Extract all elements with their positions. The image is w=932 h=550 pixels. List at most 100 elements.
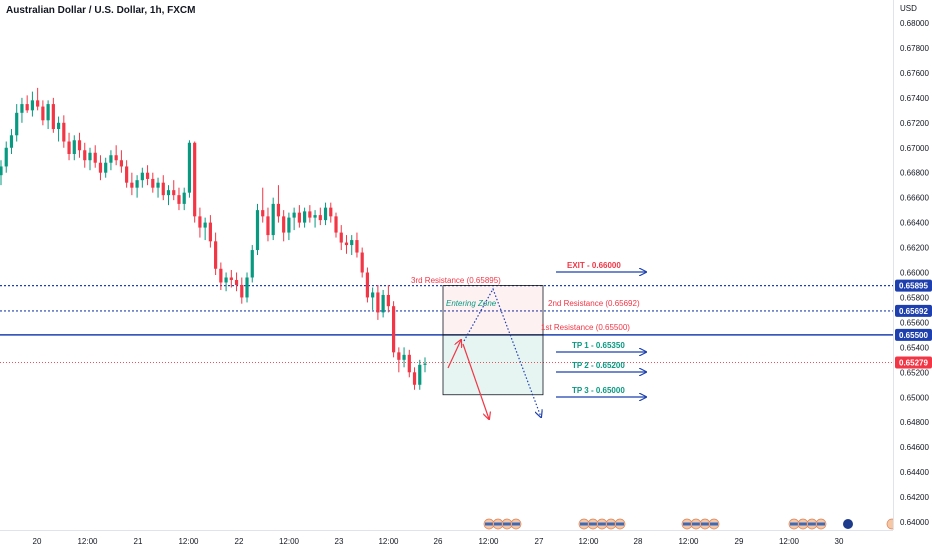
candle-body [229, 277, 233, 280]
candle-body [109, 155, 113, 163]
event-flag-stripe [817, 522, 825, 526]
time-tick-label: 12:00 [478, 537, 499, 546]
candle-body [240, 284, 244, 298]
target-zone-box [442, 334, 544, 396]
time-tick-label: 29 [735, 537, 744, 546]
candle-body [156, 182, 160, 188]
candle-body [318, 215, 322, 221]
price-tick-label: 0.64000 [900, 518, 929, 527]
event-flag-stripe [503, 522, 511, 526]
event-flag-stripe [589, 522, 597, 526]
candle-body [83, 150, 87, 161]
price-badge-label: 0.65895 [899, 282, 928, 291]
candle-body [219, 268, 223, 283]
price-tick-label: 0.65200 [900, 368, 929, 377]
price-tick-label: 0.64200 [900, 493, 929, 502]
candle-body [308, 211, 312, 218]
candle-body [161, 182, 165, 196]
candle-body [371, 292, 375, 298]
price-tick-label: 0.65800 [900, 293, 929, 302]
candle-body [166, 190, 171, 196]
price-badge [895, 328, 932, 341]
event-flag-stripe [701, 522, 709, 526]
candle-body [234, 279, 239, 285]
candle-body [15, 112, 19, 136]
event-flag-stripe [607, 522, 615, 526]
candle-body [20, 104, 24, 113]
target-label-3: TP 3 - 0.65000 [572, 386, 625, 395]
price-badge-label: 0.65279 [899, 358, 928, 367]
candle-body [198, 216, 202, 228]
price-tick-label: 0.65000 [900, 393, 929, 402]
event-flag-stripe [494, 522, 502, 526]
price-badge [895, 356, 932, 369]
time-tick-label: 12:00 [178, 537, 199, 546]
candle-body [36, 100, 40, 107]
time-tick-label: 12:00 [578, 537, 599, 546]
time-tick-label: 12:00 [77, 537, 98, 546]
candle-body [41, 106, 45, 121]
candle-body [355, 240, 359, 253]
candle-body [9, 135, 14, 148]
time-tick-label: 23 [335, 537, 344, 546]
candle-body [193, 142, 197, 217]
price-axis[interactable]: USD 0.68000 0.67800 0.67600 0.67400 0.67200 0.… [893, 0, 932, 550]
candle-body [172, 190, 176, 196]
aud-event-icon[interactable] [843, 519, 853, 529]
candle-body [151, 178, 155, 188]
candle-body [208, 222, 212, 242]
candle-body [287, 217, 291, 233]
price-tick-label: 0.66400 [900, 219, 929, 228]
event-flag-stripe [598, 522, 606, 526]
candle-body [182, 192, 186, 204]
event-flag-stripe [692, 522, 700, 526]
entering-zone-box [442, 285, 544, 336]
projection-up-arrow [447, 340, 461, 369]
candle-body [46, 104, 50, 121]
event-flag-stripe [580, 522, 588, 526]
price-tick-label: 0.67800 [900, 44, 929, 53]
candle-body [360, 252, 364, 273]
time-tick-label: 12:00 [279, 537, 300, 546]
chart-labels: Entering Zone 3rd Resistance (0.65895) 2nd… [411, 261, 640, 395]
price-tick-label: 0.67600 [900, 69, 929, 78]
event-flag-stripe [683, 522, 691, 526]
candle-body [140, 172, 144, 181]
currency-label: USD [900, 4, 917, 13]
candle-body [282, 216, 286, 233]
target-label-1: TP 1 - 0.65350 [572, 341, 625, 350]
candle-body [224, 277, 228, 283]
price-tick-label: 0.64600 [900, 443, 929, 452]
price-badge [895, 304, 932, 317]
price-tick-label: 0.65400 [900, 343, 929, 352]
event-flag-stripe [790, 522, 798, 526]
level-label-3: 1st Resistance (0.65500) [541, 323, 630, 332]
price-tick-label: 0.66800 [900, 169, 929, 178]
candle-body [0, 166, 3, 176]
candle-body [56, 122, 61, 130]
economic-events[interactable] [483, 518, 898, 530]
time-tick-label: 12:00 [779, 537, 800, 546]
projection-dotted-path [463, 287, 541, 417]
candle-body [62, 122, 66, 142]
candle-body [418, 364, 422, 385]
level-label-1: 3rd Resistance (0.65895) [411, 276, 501, 285]
candle-body [323, 207, 328, 221]
candle-body [423, 363, 427, 365]
candle-body [67, 141, 71, 154]
candle-body [130, 182, 134, 188]
target-label-0: EXIT - 0.66000 [567, 261, 621, 270]
candle-body [386, 294, 390, 307]
candle-body [145, 172, 150, 179]
time-axis[interactable]: 20 12:00 21 12:00 22 12:00 23 12:00 26 12:00 27 12:… [0, 530, 893, 547]
candle-body [397, 352, 401, 360]
time-tick-label: 26 [434, 537, 443, 546]
price-badges: 0.65895 0.65692 0.65500 0.65279 [895, 279, 932, 369]
candle-body [303, 211, 307, 223]
price-badge-label: 0.65500 [899, 331, 928, 340]
candle-body [292, 212, 296, 218]
price-tick-label: 0.66000 [900, 269, 929, 278]
price-tick-label: 0.68000 [900, 19, 929, 28]
candle-body [313, 215, 317, 218]
